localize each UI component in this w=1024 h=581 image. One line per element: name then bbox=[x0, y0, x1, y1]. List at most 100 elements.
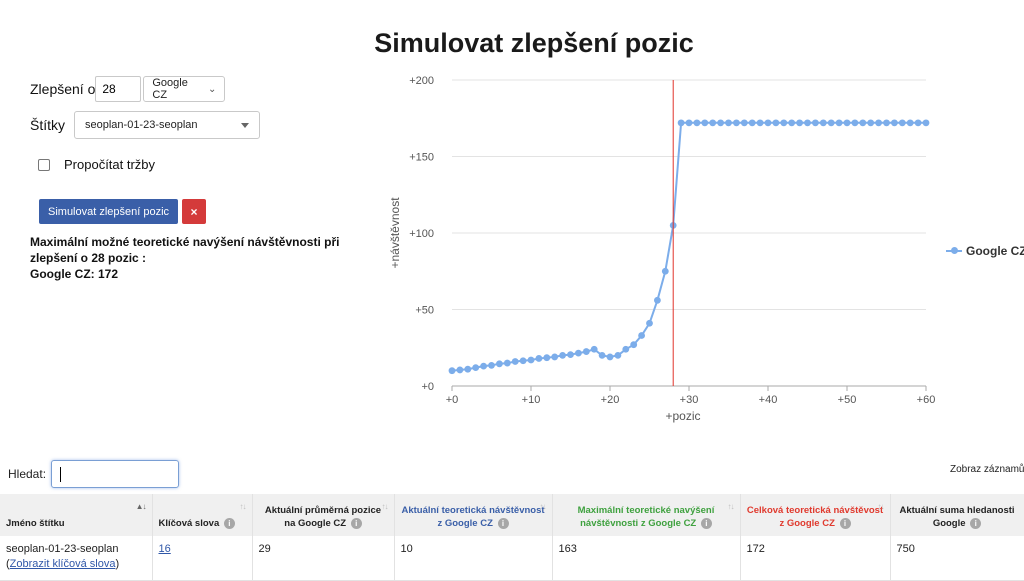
y-tick-label: +200 bbox=[409, 75, 434, 87]
data-point bbox=[701, 119, 709, 127]
data-point bbox=[503, 359, 511, 367]
data-point bbox=[551, 353, 559, 361]
data-point bbox=[709, 119, 717, 127]
data-point bbox=[740, 119, 748, 127]
button-row: Simulovat zlepšení pozic × bbox=[39, 199, 207, 224]
engine-select-value: Google CZ bbox=[152, 77, 188, 101]
data-point bbox=[875, 119, 882, 127]
data-point bbox=[480, 362, 487, 370]
header-total-traffic[interactable]: Celková teoretická návštěvost z Google C… bbox=[740, 494, 891, 536]
data-point bbox=[756, 119, 764, 127]
search-input[interactable] bbox=[51, 460, 180, 488]
y-tick-label: +100 bbox=[409, 228, 434, 240]
data-point bbox=[661, 267, 669, 275]
data-point bbox=[748, 119, 756, 127]
data-point bbox=[582, 348, 590, 355]
tags-select[interactable]: seoplan-01-23-seoplan bbox=[74, 111, 260, 139]
data-point bbox=[717, 119, 724, 127]
text-cursor bbox=[60, 467, 62, 482]
data-point bbox=[883, 119, 890, 127]
data-point bbox=[819, 119, 827, 127]
x-tick-label: +60 bbox=[917, 394, 936, 406]
search-label: Hledat: bbox=[8, 467, 47, 481]
data-point bbox=[796, 119, 803, 127]
x-tick-label: +50 bbox=[838, 394, 857, 406]
data-point bbox=[614, 352, 622, 359]
improve-input[interactable] bbox=[95, 76, 142, 102]
data-point bbox=[567, 351, 574, 359]
show-entries-label: Zobraz záznamů bbox=[950, 464, 1024, 475]
data-point bbox=[780, 119, 788, 127]
info-icon: i bbox=[839, 517, 851, 529]
data-point bbox=[598, 352, 606, 359]
sort-icon: ↑↓ bbox=[239, 502, 247, 511]
cell-avg-position: 29 bbox=[252, 536, 395, 581]
data-point bbox=[559, 352, 566, 359]
tags-label: Štítky bbox=[30, 117, 66, 133]
traffic-chart: +0 +50 +100 +150 +200 +0 +10 +20 +30 +40 +50 +60 +po… bbox=[388, 75, 936, 423]
tags-table: Jméno štítku ▲↓ Klíčová slova i ↑↓ Aktuáln… bbox=[0, 494, 1024, 581]
data-point bbox=[906, 119, 914, 127]
revenue-row: Propočítat tržby bbox=[38, 157, 155, 172]
header-max-increase[interactable]: Maximální teoretické navýšení návštěvnos… bbox=[552, 494, 741, 536]
cell-current-traffic: 10 bbox=[394, 536, 553, 581]
y-axis-title: +návštěvnost bbox=[388, 197, 402, 269]
data-point bbox=[843, 119, 851, 127]
data-point bbox=[638, 332, 645, 339]
simulate-button[interactable]: Simulovat zlepšení pozic bbox=[39, 199, 179, 224]
header-tag-name[interactable]: Jméno štítku ▲↓ bbox=[0, 494, 153, 536]
x-tick-label: +40 bbox=[759, 394, 778, 406]
sort-icon: ↑↓ bbox=[539, 502, 547, 511]
cell-tag-name: seoplan-01-23-seoplan (Zobrazit klíčová … bbox=[0, 536, 153, 581]
result-value: Google CZ: 172 bbox=[30, 267, 119, 281]
data-point bbox=[519, 357, 527, 365]
keywords-count-link[interactable]: 16 bbox=[158, 543, 171, 555]
data-point bbox=[496, 360, 503, 368]
data-point bbox=[788, 119, 796, 127]
revenue-checkbox[interactable] bbox=[38, 158, 50, 171]
tags-row: Štítky seoplan-01-23-seoplan bbox=[30, 111, 260, 139]
y-tick-label: +50 bbox=[415, 305, 434, 317]
clear-button[interactable]: × bbox=[182, 199, 207, 224]
header-current-traffic[interactable]: Aktuální teoretická návštěvnost z Google… bbox=[394, 494, 553, 536]
show-keywords-link[interactable]: Zobrazit klíčová slova bbox=[9, 558, 116, 570]
data-point bbox=[685, 119, 693, 127]
header-search-volume[interactable]: Aktuální suma hledanosti Google i bbox=[890, 494, 1024, 536]
tags-select-value: seoplan-01-23-seoplan bbox=[85, 119, 198, 131]
data-point bbox=[464, 365, 472, 373]
header-avg-position[interactable]: Aktuální průměrná pozice na Google CZ i ↑… bbox=[252, 494, 395, 536]
legend-label: Google CZ bbox=[966, 244, 1024, 258]
result-line: Maximální možné teoretické navýšení návš… bbox=[30, 235, 340, 265]
data-point bbox=[622, 345, 630, 353]
data-point bbox=[535, 355, 543, 362]
data-point bbox=[867, 119, 875, 127]
data-point bbox=[851, 119, 859, 127]
data-point bbox=[772, 119, 780, 127]
info-icon: i bbox=[350, 517, 362, 529]
info-icon: i bbox=[223, 517, 235, 529]
data-point bbox=[590, 345, 598, 353]
data-point bbox=[693, 119, 701, 127]
data-point bbox=[733, 119, 740, 127]
table-row: seoplan-01-23-seoplan (Zobrazit klíčová … bbox=[0, 536, 1024, 581]
improve-label: Zlepšení o bbox=[30, 81, 96, 97]
info-icon: i bbox=[700, 517, 712, 529]
data-point bbox=[677, 119, 685, 127]
data-point bbox=[859, 119, 867, 127]
data-point bbox=[827, 119, 835, 127]
y-tick-label: +150 bbox=[409, 152, 434, 164]
cell-total-traffic: 172 bbox=[740, 536, 891, 581]
data-point bbox=[543, 354, 551, 362]
x-tick-label: +30 bbox=[680, 394, 699, 406]
legend-marker-icon bbox=[946, 246, 962, 256]
engine-select[interactable]: Google CZ ⌄ bbox=[143, 76, 226, 102]
data-point bbox=[511, 358, 519, 365]
data-point bbox=[812, 119, 819, 127]
info-icon: i bbox=[970, 517, 982, 529]
chart-legend[interactable]: Google CZ bbox=[946, 244, 1024, 258]
header-keywords[interactable]: Klíčová slova i ↑↓ bbox=[152, 494, 253, 536]
cell-max-increase: 163 bbox=[552, 536, 741, 581]
sort-icon: ↑↓ bbox=[381, 502, 389, 511]
cell-search-volume: 750 bbox=[890, 536, 1024, 581]
data-point bbox=[488, 361, 495, 369]
